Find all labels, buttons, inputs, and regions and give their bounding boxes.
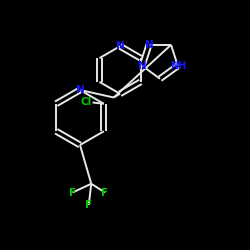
Text: F: F xyxy=(69,188,76,198)
Text: N: N xyxy=(116,41,124,51)
Text: N: N xyxy=(138,61,146,71)
Text: F: F xyxy=(85,200,92,210)
Text: N: N xyxy=(76,85,84,95)
Text: NH: NH xyxy=(170,61,186,71)
Text: F: F xyxy=(102,188,108,198)
Text: N: N xyxy=(144,40,153,50)
Text: Cl: Cl xyxy=(81,98,92,108)
